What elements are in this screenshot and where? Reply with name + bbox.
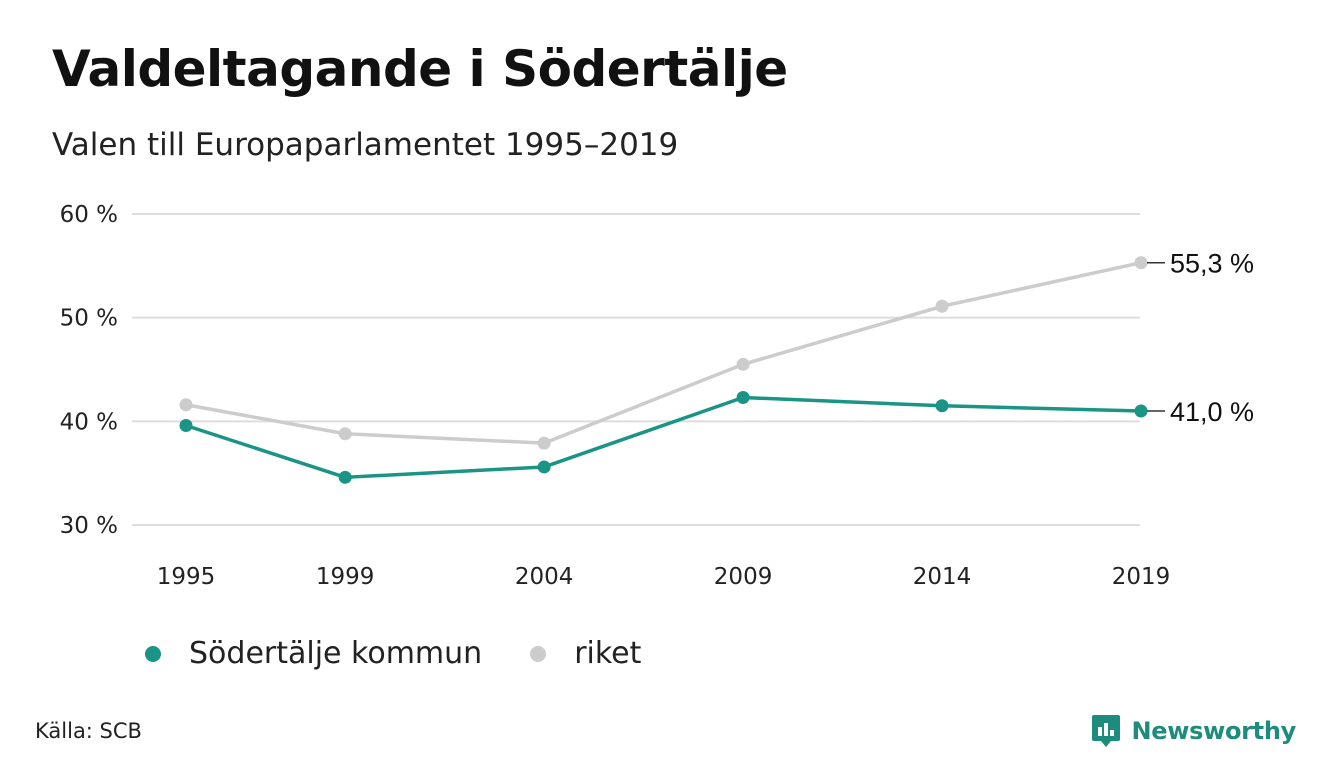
chart-title: Valdeltagande i Södertälje — [52, 40, 788, 98]
data-point-riket — [537, 436, 551, 450]
chart-bubble-icon — [1092, 715, 1121, 747]
x-tick-label: 2019 — [1112, 564, 1171, 590]
legend-item-riket: riket — [530, 636, 641, 671]
brand-name: Newsworthy — [1131, 717, 1296, 745]
data-point-riket — [179, 398, 193, 412]
legend-marker-riket — [530, 645, 547, 662]
data-point-riket — [338, 427, 352, 441]
legend-item-sodertalje: Södertälje kommun — [145, 636, 482, 671]
y-tick-label: 50 % — [60, 306, 118, 332]
line-chart: 30 % 40 % 50 % 60 % 1995 1999 2004 2009 2014 2019… — [60, 202, 1255, 590]
data-point-s-dert-lje-kommun — [537, 460, 551, 474]
series-line-s-dert-lje-kommun — [185, 395, 1142, 480]
y-tick-label: 60 % — [60, 202, 118, 228]
data-point-riket — [935, 299, 949, 313]
x-tick-label: 2004 — [515, 564, 574, 590]
data-point-s-dert-lje-kommun — [736, 390, 750, 404]
legend-marker-sodertalje — [145, 645, 161, 662]
data-point-s-dert-lje-kommun — [1134, 404, 1148, 418]
source-note: Källa: SCB — [35, 719, 142, 743]
y-tick-label: 40 % — [60, 409, 118, 435]
end-label-riket: 55,3 % — [1170, 249, 1254, 279]
brand-logo: Newsworthy — [1091, 713, 1296, 749]
end-label-s-dert-lje-kommun: 41,0 % — [1170, 397, 1254, 427]
chart-subtitle: Valen till Europaparlamentet 1995–2019 — [52, 127, 679, 163]
legend-label-sodertalje: Södertälje kommun — [189, 636, 483, 671]
series-line-riket — [185, 261, 1142, 445]
data-point-s-dert-lje-kommun — [338, 470, 352, 484]
y-tick-label: 30 % — [60, 513, 118, 539]
data-point-riket — [1134, 256, 1148, 270]
data-point-s-dert-lje-kommun — [179, 418, 193, 432]
legend: Södertälje kommun riket — [145, 636, 689, 671]
data-point-s-dert-lje-kommun — [935, 399, 949, 413]
legend-label-riket: riket — [574, 636, 642, 671]
x-tick-label: 2014 — [913, 564, 972, 590]
x-tick-label: 1995 — [157, 564, 216, 590]
x-tick-label: 2009 — [714, 564, 773, 590]
x-tick-label: 1999 — [316, 564, 375, 590]
data-point-riket — [736, 357, 750, 371]
